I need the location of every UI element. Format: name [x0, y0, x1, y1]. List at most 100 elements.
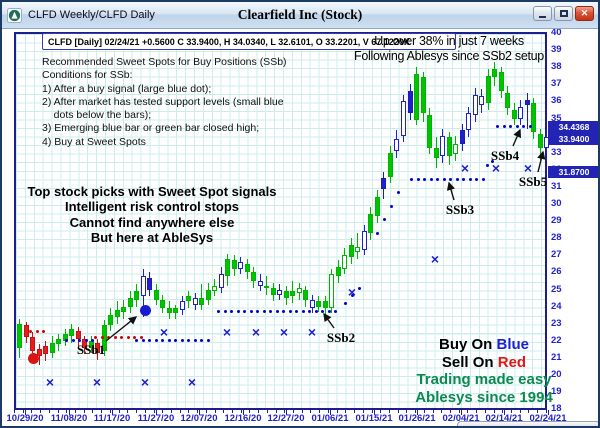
conditions-line: 4) Buy at Sweet Spots: [42, 135, 146, 148]
weekly-x-mark: ×: [251, 324, 261, 340]
candle: [505, 93, 510, 108]
x-axis-minor-tick: [197, 410, 198, 413]
candle: [147, 278, 152, 290]
weekly-x-mark: ×: [460, 160, 470, 176]
resistance-dot: [42, 330, 45, 333]
maximize-icon: [559, 10, 568, 17]
candle: [538, 134, 543, 148]
support-dot: [181, 339, 184, 342]
support-dot: [462, 178, 465, 181]
x-axis-minor-tick: [75, 410, 76, 413]
candle: [251, 272, 256, 281]
candle: [388, 153, 393, 177]
x-axis-minor-tick: [494, 410, 495, 413]
support-dot: [148, 339, 151, 342]
x-axis-major-tick: [69, 410, 70, 415]
title-bar[interactable]: CLFD Weekly/CLFD Daily Clearfield Inc (S…: [2, 2, 598, 29]
x-axis-minor-tick: [345, 410, 346, 413]
resistance-dot: [133, 336, 136, 339]
y-axis-label: 20: [551, 369, 562, 380]
candle-wick: [266, 276, 267, 295]
x-axis-minor-tick: [145, 410, 146, 413]
weekly-x-mark: ×: [159, 324, 169, 340]
support-dot: [72, 339, 75, 342]
candle: [128, 298, 133, 307]
support-dot: [168, 339, 171, 342]
x-axis-label: 12/16/20: [224, 413, 262, 424]
x-axis-major-tick: [199, 410, 200, 415]
x-axis-minor-tick: [40, 410, 41, 413]
candle-wick: [527, 93, 528, 129]
candle: [245, 264, 250, 272]
support-dot: [486, 164, 489, 167]
candle: [82, 339, 87, 348]
candle: [460, 130, 465, 144]
support-dot: [302, 310, 305, 313]
support-dot: [282, 310, 285, 313]
x-axis-minor-tick: [337, 410, 338, 413]
candle: [368, 214, 373, 233]
support-dot: [237, 310, 240, 313]
candle: [427, 115, 432, 148]
y-axis-label: 19: [551, 386, 562, 397]
minimize-button[interactable]: [533, 6, 552, 21]
support-dot: [496, 125, 499, 128]
candle: [50, 343, 55, 353]
x-axis-major-tick: [156, 410, 157, 415]
x-axis-minor-tick: [293, 410, 294, 413]
support-dot: [397, 191, 400, 194]
price-flag: 34.4368: [548, 121, 598, 133]
candle: [362, 231, 367, 250]
y-axis-label: 39: [551, 44, 562, 55]
candle: [434, 148, 439, 158]
candle: [264, 286, 269, 288]
support-dot: [187, 339, 190, 342]
weekly-x-mark: ×: [491, 160, 501, 176]
x-axis-minor-tick: [328, 410, 329, 413]
x-axis-label: 12/07/20: [180, 413, 218, 424]
candle: [336, 267, 341, 276]
support-dot: [142, 339, 145, 342]
x-axis-minor-tick: [84, 410, 85, 413]
x-axis-minor-tick: [450, 410, 451, 413]
buy-signal-dot: [140, 305, 151, 316]
x-axis-label: 01/26/21: [398, 413, 436, 424]
candle: [394, 139, 399, 151]
candle: [355, 247, 360, 252]
horizontal-scrollbar-thumb[interactable]: [457, 421, 598, 426]
x-axis-minor-tick: [433, 410, 434, 413]
support-dot: [449, 178, 452, 181]
x-axis-label: 11/27/20: [137, 413, 175, 424]
resistance-dot: [94, 336, 97, 339]
maximize-button[interactable]: [554, 6, 573, 21]
close-button[interactable]: ✕: [575, 6, 594, 21]
x-axis-minor-tick: [389, 410, 390, 413]
support-dot: [390, 205, 393, 208]
x-axis-minor-tick: [406, 410, 407, 413]
support-dot: [423, 178, 426, 181]
y-axis-label: 35: [551, 113, 562, 124]
resistance-dot: [120, 336, 123, 339]
x-axis-minor-tick: [546, 410, 547, 413]
window-title: CLFD Weekly/CLFD Daily: [28, 9, 155, 21]
x-axis-minor-tick: [372, 410, 373, 413]
x-axis-minor-tick: [223, 410, 224, 413]
signal-legend-text: Buy On Blue Sell On Red Trading made eas…: [384, 336, 584, 406]
candle: [401, 101, 406, 136]
candle: [421, 77, 426, 113]
candle: [141, 276, 146, 296]
weekly-x-mark: ×: [523, 160, 533, 176]
conditions-line: 1) After a buy signal (large blue dot);: [42, 82, 212, 95]
support-dot: [276, 310, 279, 313]
marketing-line: Top stock picks with Sweet Spot signals: [27, 184, 277, 199]
support-dot: [65, 339, 68, 342]
x-axis-label: 02/04/21: [442, 413, 480, 424]
y-axis-label: 22: [551, 335, 562, 346]
x-axis-major-tick: [417, 410, 418, 415]
support-dot: [328, 310, 331, 313]
x-axis-minor-tick: [537, 410, 538, 413]
support-dot: [516, 125, 519, 128]
x-axis-minor-tick: [66, 410, 67, 413]
